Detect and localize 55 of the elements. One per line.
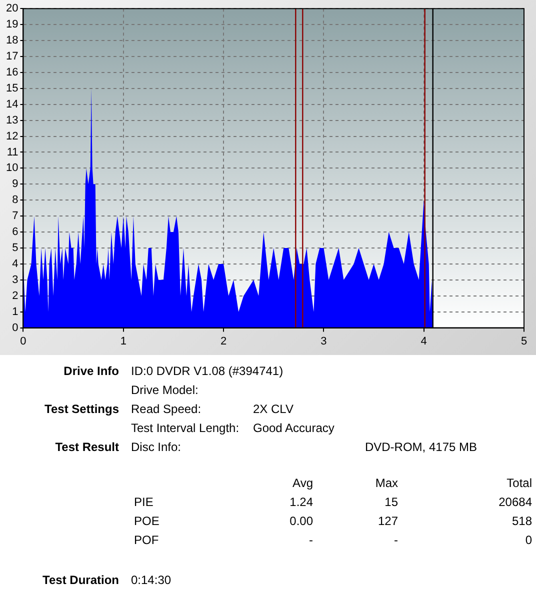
text: POF (134, 533, 159, 547)
y-tick-label: 4 (12, 258, 18, 270)
y-tick-label: 13 (6, 114, 18, 126)
text: Test Duration (42, 573, 119, 587)
text: Test Settings (44, 402, 119, 416)
y-tick-label: 7 (12, 210, 18, 222)
y-tick-label: 17 (6, 50, 18, 63)
text: 1.24 (290, 495, 313, 509)
y-tick-label: 14 (6, 98, 18, 110)
x-tick-label: 1 (120, 335, 126, 348)
y-tick-label: 19 (6, 18, 18, 31)
text: Read Speed: (131, 402, 202, 416)
text: PIE (134, 495, 154, 509)
y-tick-label: 2 (12, 290, 18, 302)
text: Test Result (55, 440, 119, 454)
y-tick-label: 16 (6, 66, 18, 78)
text: Drive Model: (131, 383, 198, 397)
x-tick-label: 5 (520, 335, 528, 348)
x-tick-label: 4 (420, 335, 427, 348)
text: 127 (378, 514, 398, 528)
y-tick-label: 15 (6, 82, 18, 94)
text: - (309, 533, 313, 547)
y-tick-label: 18 (6, 34, 18, 47)
text: Avg (292, 476, 313, 490)
y-tick-label: 8 (12, 194, 18, 206)
text: 518 (512, 514, 532, 528)
text: 15 (384, 495, 398, 509)
x-tick-label: 2 (220, 335, 227, 348)
text: Disc Info: (131, 440, 182, 454)
text: Test Interval Length: (131, 421, 240, 435)
y-tick-label: 0 (12, 322, 18, 334)
text: Total (506, 476, 532, 490)
x-tick-label: 3 (320, 335, 327, 348)
text: 20684 (498, 495, 532, 509)
text: - (394, 533, 398, 547)
text: ID:0 DVDR V1.08 (#394741) (131, 364, 284, 378)
text: DVD-ROM, 4175 MB (364, 440, 477, 454)
text: POE (134, 514, 160, 528)
y-tick-label: 3 (12, 274, 18, 286)
text: 2X CLV (253, 402, 294, 416)
text: Max (375, 476, 398, 490)
text: 0:14:30 (131, 573, 172, 587)
y-tick-label: 11 (6, 146, 18, 158)
y-tick-label: 10 (6, 162, 18, 174)
x-tick-label: 0 (20, 335, 26, 348)
y-tick-label: 1 (12, 306, 18, 318)
y-tick-label: 12 (6, 130, 18, 142)
text: 0 (525, 533, 532, 547)
y-tick-label: 6 (12, 226, 18, 238)
y-tick-label: 20 (6, 2, 18, 15)
text: Drive Info (64, 364, 119, 378)
y-tick-label: 9 (12, 178, 18, 190)
text: 0.00 (290, 514, 313, 528)
text: Good Accuracy (253, 421, 334, 435)
y-tick-label: 5 (12, 242, 18, 254)
